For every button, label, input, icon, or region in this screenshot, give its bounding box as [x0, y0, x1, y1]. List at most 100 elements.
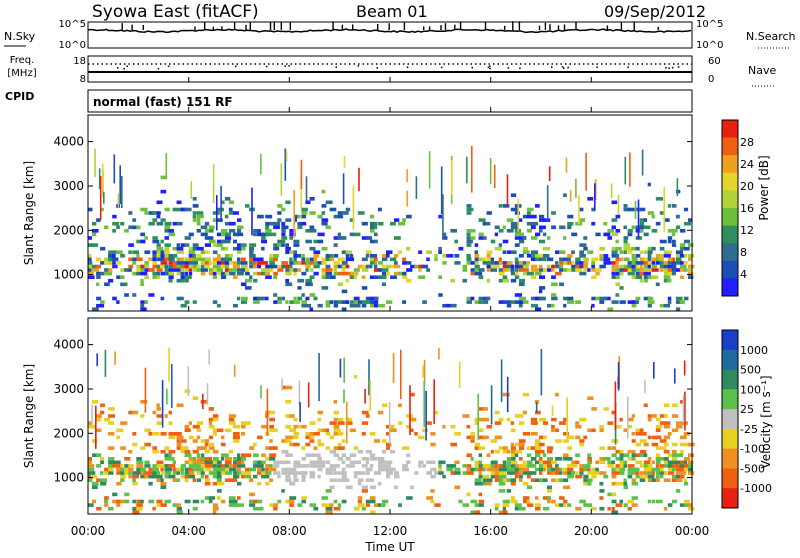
- heatmap-cell: [526, 485, 533, 490]
- heatmap-cell: [196, 229, 201, 233]
- heatmap-cell: [265, 296, 269, 301]
- heatmap-cell: [253, 278, 258, 283]
- heatmap-cell: [518, 471, 524, 475]
- heatmap-cell: [402, 271, 407, 276]
- heatmap-cell: [353, 275, 358, 279]
- heatmap-cell: [168, 229, 174, 233]
- heatmap-cell: [313, 250, 321, 254]
- heatmap-cell: [253, 506, 260, 511]
- heatmap-cell: [345, 417, 352, 422]
- heatmap-cell: [639, 439, 647, 443]
- heatmap-cell: [559, 282, 564, 287]
- heatmap-cell: [377, 303, 386, 308]
- heatmap-cell: [591, 467, 597, 472]
- heatmap-cell: [233, 460, 237, 465]
- heatmap-cell: [526, 453, 532, 457]
- heatmap-cell: [663, 464, 670, 468]
- heatmap-cell: [245, 421, 251, 425]
- heatmap-cell: [647, 211, 654, 215]
- heatmap-cell: [514, 236, 521, 240]
- colorbar-segment: [722, 349, 738, 371]
- heatmap-cell: [402, 218, 406, 222]
- heatmap-cell: [530, 296, 538, 301]
- heatmap-cell: [100, 207, 104, 212]
- heatmap-cell: [104, 261, 111, 265]
- heatmap-streak: [493, 164, 496, 189]
- heatmap-cell: [510, 467, 518, 472]
- heatmap-cell: [651, 257, 657, 262]
- heatmap-cell: [659, 474, 664, 479]
- heatmap-cell: [494, 506, 499, 511]
- heatmap-streak: [506, 174, 509, 206]
- heatmap-cell: [144, 261, 149, 265]
- heatmap-cell: [309, 453, 317, 457]
- heatmap-cell: [518, 446, 525, 450]
- heatmap-cell: [579, 464, 584, 468]
- heatmap-cell: [92, 481, 99, 486]
- heatmap-cell: [611, 261, 617, 265]
- heatmap-cell: [317, 464, 322, 468]
- heatmap-cell: [249, 254, 256, 258]
- y-tick-label: 3000: [53, 179, 84, 193]
- colorbar-segment: [722, 260, 738, 279]
- heatmap-cell: [120, 471, 125, 475]
- heatmap-cell: [212, 506, 219, 511]
- heatmap-cell: [237, 257, 241, 262]
- colorbar-segment: [722, 225, 738, 244]
- heatmap-cell: [140, 271, 148, 276]
- heatmap-cell: [478, 218, 486, 222]
- heatmap-streak: [285, 151, 288, 162]
- heatmap-cell: [116, 481, 122, 486]
- heatmap-cell: [369, 485, 377, 490]
- heatmap-cell: [567, 503, 572, 507]
- heatmap-cell: [156, 221, 164, 226]
- heatmap-cell: [659, 414, 667, 418]
- heatmap-cell: [128, 449, 133, 454]
- heatmap-cell: [224, 239, 231, 244]
- heatmap-cell: [329, 471, 334, 475]
- heatmap-cell: [430, 432, 436, 436]
- heatmap-cell: [530, 478, 538, 482]
- heatmap-cell: [506, 268, 512, 272]
- heatmap-cell: [547, 257, 554, 262]
- heatmap-cell: [317, 410, 323, 415]
- heatmap-cell: [478, 460, 482, 465]
- heatmap-cell: [567, 221, 574, 226]
- heatmap-cell: [514, 503, 522, 507]
- heatmap-cell: [688, 218, 692, 222]
- heatmap-cell: [514, 261, 522, 265]
- heatmap-cell: [567, 435, 575, 440]
- heatmap-cell: [228, 268, 233, 272]
- heatmap-cell: [160, 503, 167, 507]
- heatmap-streak: [578, 195, 580, 225]
- heatmap-cell: [631, 503, 638, 507]
- heatmap-cell: [627, 268, 634, 272]
- heatmap-cell: [349, 300, 356, 304]
- heatmap-cell: [627, 474, 633, 479]
- heatmap-cell: [313, 464, 318, 468]
- heatmap-cell: [88, 467, 95, 472]
- heatmap-cell: [543, 246, 551, 251]
- heatmap-cell: [361, 221, 368, 226]
- heatmap-cell: [277, 460, 282, 465]
- heatmap-cell: [220, 257, 228, 262]
- heatmap-cell: [333, 499, 338, 504]
- heatmap-cell: [611, 492, 617, 497]
- heatmap-cell: [361, 236, 368, 240]
- heatmap-cell: [341, 261, 348, 265]
- heatmap-cell: [216, 471, 223, 475]
- heatmap-streak: [614, 381, 617, 430]
- heatmap-cell: [269, 464, 273, 468]
- heatmap-cell: [635, 453, 641, 457]
- heatmap-cell: [88, 257, 92, 262]
- heatmap-cell: [430, 442, 436, 447]
- nave-drop-dot: [357, 65, 360, 67]
- heatmap-cell: [619, 471, 625, 475]
- heatmap-cell: [639, 225, 645, 230]
- heatmap-cell: [659, 261, 664, 265]
- heatmap-streak: [91, 404, 93, 424]
- heatmap-cell: [671, 257, 676, 262]
- heatmap-cell: [486, 250, 493, 254]
- heatmap-cell: [309, 211, 316, 215]
- heatmap-cell: [679, 421, 686, 425]
